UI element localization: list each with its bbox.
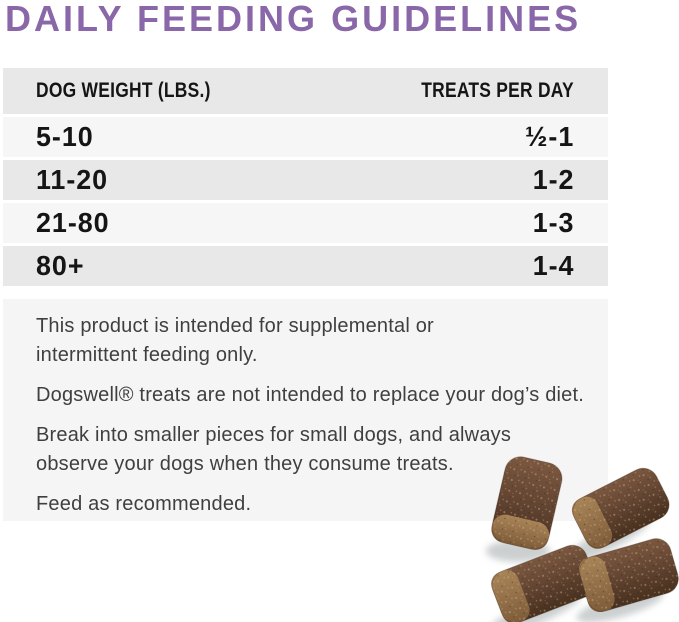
treat-chunk — [578, 538, 679, 613]
treats-cell: ½-1 — [524, 121, 574, 152]
weight-cell: 11-20 — [36, 164, 109, 195]
table-header-row: DOG WEIGHT (LBS.) TREATS PER DAY — [3, 68, 608, 114]
note-supplemental: This product is intended for supplementa… — [36, 315, 434, 366]
weight-cell: 5-10 — [36, 121, 94, 152]
treats-cell: 1-3 — [532, 207, 574, 238]
table-row: 21-80 1-3 — [3, 203, 608, 243]
feeding-table: DOG WEIGHT (LBS.) TREATS PER DAY 5-10 ½-… — [3, 68, 608, 289]
treats-photo — [486, 456, 679, 622]
note-feed-as-recommended: Feed as recommended. — [36, 493, 252, 515]
table-row: 5-10 ½-1 — [3, 117, 608, 157]
page-title: DAILY FEEDING GUIDELINES — [5, 0, 582, 39]
note-break-into-pieces: Break into smaller pieces for small dogs… — [36, 424, 512, 475]
column-header-dog-weight: DOG WEIGHT (LBS.) — [36, 79, 211, 102]
treats-cell: 1-4 — [532, 250, 574, 281]
table-row: 11-20 1-2 — [3, 160, 608, 200]
note-not-replace-diet: Dogswell® treats are not intended to rep… — [36, 384, 584, 406]
treat-chunk — [491, 456, 563, 550]
treats-cell: 1-2 — [532, 164, 574, 195]
weight-cell: 80+ — [36, 250, 85, 281]
feeding-notes: This product is intended for supplementa… — [3, 299, 608, 521]
column-header-treats-per-day: TREATS PER DAY — [421, 79, 574, 102]
treat-chunk — [571, 467, 670, 549]
weight-cell: 21-80 — [36, 207, 110, 238]
table-row: 80+ 1-4 — [3, 246, 608, 286]
